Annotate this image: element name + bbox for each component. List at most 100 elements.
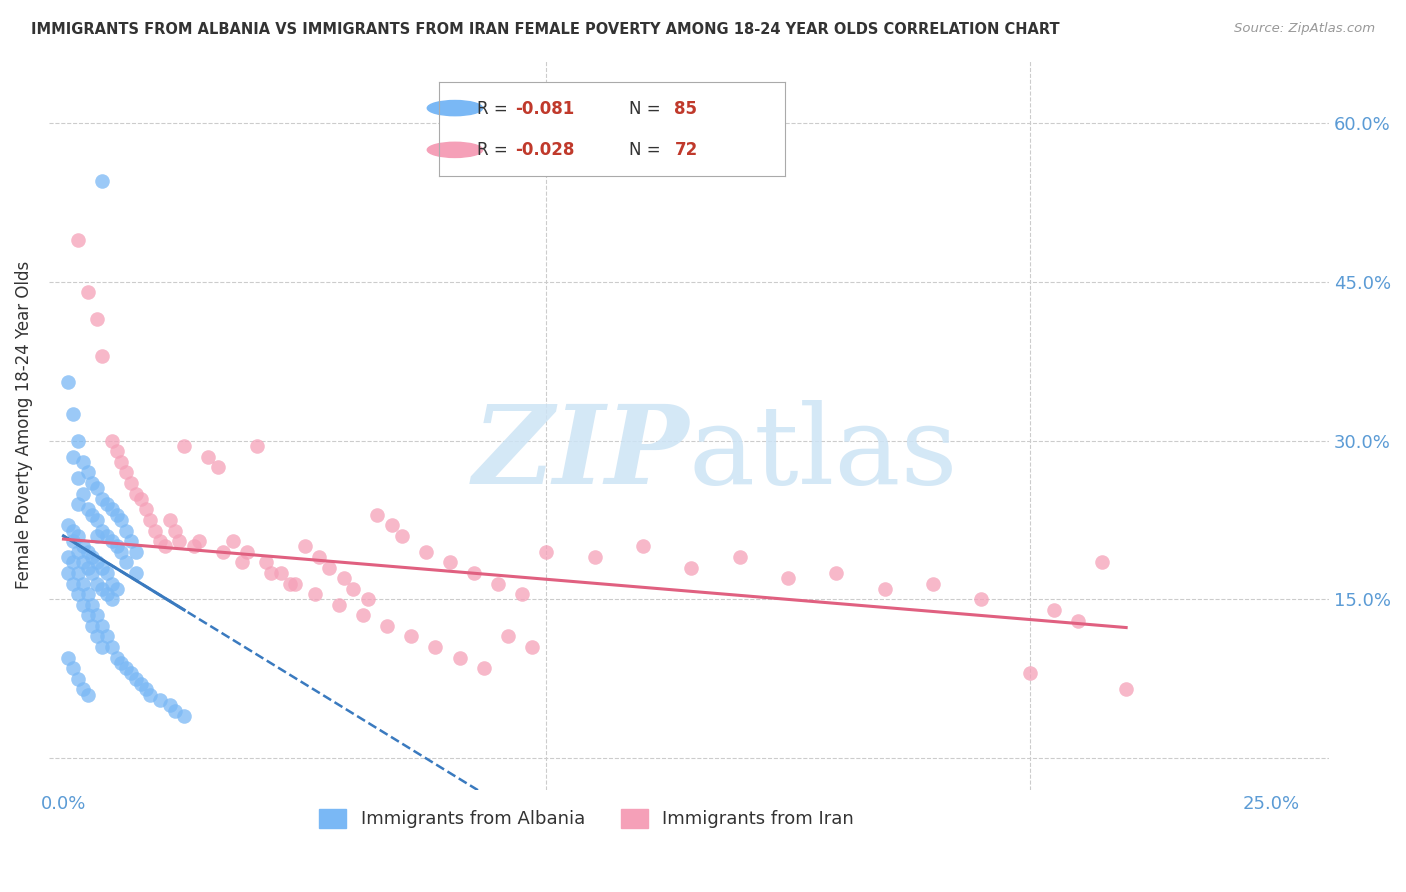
Point [1091,555,1114,569]
Point [357,592,380,607]
Point [825,566,848,580]
Point [66,497,89,511]
Point [76,285,98,300]
Point [284,576,307,591]
Point [143,524,166,538]
Point [169,534,191,549]
Point [260,566,283,580]
Point [681,560,703,574]
Point [96,566,118,580]
Point [86,608,108,623]
Point [728,550,751,565]
Point [149,693,172,707]
Point [439,555,461,569]
Point [72,682,94,697]
Point [1042,603,1064,617]
Point [496,630,519,644]
Point [125,486,148,500]
Point [62,555,84,569]
Point [173,708,195,723]
Point [62,534,84,549]
Point [1018,666,1040,681]
Point [86,312,108,326]
Point [135,682,157,697]
Point [82,508,104,522]
Point [149,534,172,549]
Point [62,524,84,538]
Point [66,434,89,448]
Point [105,582,128,596]
Point [110,545,132,559]
Point [120,666,142,681]
Point [231,555,253,569]
Point [76,466,98,480]
Point [415,545,437,559]
Point [129,491,152,506]
Point [91,491,114,506]
Point [96,630,118,644]
Point [100,592,122,607]
Point [153,540,176,554]
Point [96,587,118,601]
Point [536,545,558,559]
Point [76,545,98,559]
Point [105,650,128,665]
Point [318,560,340,574]
Point [399,630,422,644]
Point [86,630,108,644]
Point [66,545,89,559]
Point [139,688,162,702]
Point [472,661,495,675]
Point [100,534,122,549]
Point [72,555,94,569]
Point [76,560,98,574]
Point [270,566,292,580]
Point [91,640,114,654]
Point [520,640,543,654]
Point [66,233,89,247]
Point [58,376,80,390]
Point [72,455,94,469]
Point [62,661,84,675]
Point [82,475,104,490]
Point [86,513,108,527]
Point [100,502,122,516]
Point [125,672,148,686]
Point [91,619,114,633]
Point [105,508,128,522]
Point [352,608,374,623]
Point [159,698,181,713]
Point [62,576,84,591]
Point [120,534,142,549]
Point [100,640,122,654]
Point [776,571,799,585]
Point [110,656,132,670]
Point [375,619,398,633]
Point [236,545,259,559]
Point [66,587,89,601]
Point [58,518,80,533]
Point [304,587,326,601]
Point [212,545,235,559]
Point [76,587,98,601]
Point [631,540,654,554]
Point [381,518,404,533]
Point [100,576,122,591]
Point [91,524,114,538]
Point [120,475,142,490]
Point [207,460,229,475]
Point [72,486,94,500]
Legend: Immigrants from Albania, Immigrants from Iran: Immigrants from Albania, Immigrants from… [312,802,862,836]
Point [197,450,219,464]
Point [86,481,108,495]
Point [82,550,104,565]
Point [86,576,108,591]
Point [66,672,89,686]
Point [66,566,89,580]
Point [105,540,128,554]
Point [139,513,162,527]
Point [62,450,84,464]
Point [486,576,509,591]
Point [125,545,148,559]
Text: Source: ZipAtlas.com: Source: ZipAtlas.com [1234,22,1375,36]
